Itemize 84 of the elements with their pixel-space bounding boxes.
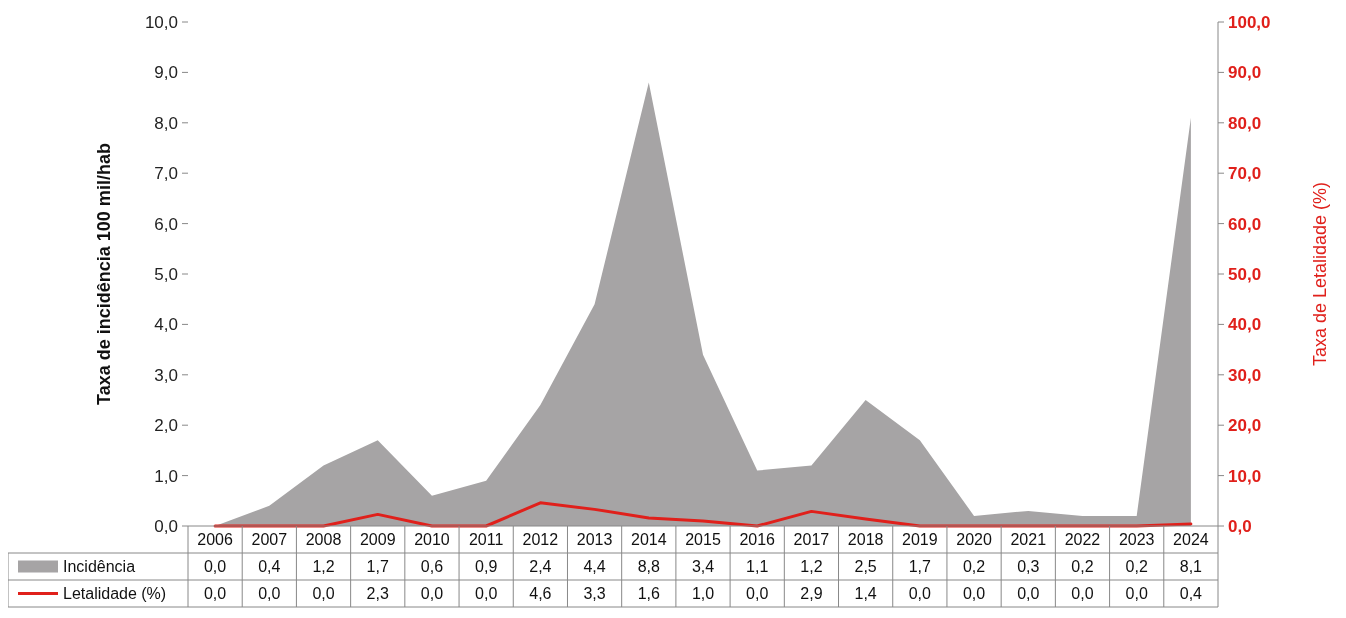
data-label: 1,7 bbox=[366, 558, 389, 576]
y-tick-label: 5,0 bbox=[154, 264, 178, 284]
x-tick-label: 2019 bbox=[902, 531, 938, 549]
y-tick-label: 0,0 bbox=[154, 516, 178, 536]
y-tick-label: 10,0 bbox=[144, 12, 178, 32]
data-label: 0,2 bbox=[1071, 558, 1094, 576]
y2-tick-label: 30,0 bbox=[1228, 365, 1262, 385]
data-label: 0,6 bbox=[420, 558, 444, 576]
y2-tick-label: 70,0 bbox=[1228, 164, 1262, 184]
data-label: 1,0 bbox=[691, 585, 715, 603]
x-tick-label: 2009 bbox=[359, 531, 396, 549]
data-label: 4,4 bbox=[583, 558, 606, 576]
x-tick-label: 2012 bbox=[522, 531, 559, 549]
data-label: 0,0 bbox=[258, 585, 281, 603]
data-label: 2,9 bbox=[800, 585, 823, 603]
y-tick-label: 3,0 bbox=[154, 365, 178, 385]
x-tick-label: 2024 bbox=[1173, 531, 1209, 549]
y2-tick-label: 50,0 bbox=[1228, 264, 1262, 284]
x-tick-label: 2010 bbox=[414, 531, 450, 549]
data-label: 1,2 bbox=[800, 558, 823, 576]
y2-tick-label: 80,0 bbox=[1228, 113, 1262, 133]
y2-tick-label: 60,0 bbox=[1228, 214, 1262, 234]
x-tick-label: 2014 bbox=[630, 531, 667, 549]
data-label: 0,0 bbox=[312, 585, 335, 603]
data-label: 0,9 bbox=[475, 558, 498, 576]
data-label: 8,1 bbox=[1179, 558, 1203, 576]
data-label: 2,5 bbox=[854, 558, 877, 576]
data-label: 0,0 bbox=[203, 585, 227, 603]
data-label: 0,4 bbox=[1179, 585, 1203, 603]
y2-tick-label: 20,0 bbox=[1228, 416, 1262, 436]
legend-label: Letalidade (%) bbox=[63, 585, 167, 603]
y-tick-label: 7,0 bbox=[154, 164, 178, 184]
x-tick-label: 2022 bbox=[1064, 531, 1101, 549]
y2-tick-label: 100,0 bbox=[1228, 12, 1271, 32]
data-label: 1,4 bbox=[854, 585, 877, 603]
data-label: 0,0 bbox=[1125, 585, 1148, 603]
y2-tick-label: 90,0 bbox=[1228, 63, 1262, 83]
y-tick-label: 6,0 bbox=[154, 214, 178, 234]
data-label: 0,2 bbox=[1125, 558, 1148, 576]
data-label: 4,6 bbox=[529, 585, 552, 603]
data-label: 0,3 bbox=[1017, 558, 1040, 576]
x-tick-label: 2020 bbox=[956, 531, 992, 549]
y2-tick-label: 40,0 bbox=[1228, 315, 1262, 335]
data-label: 2,4 bbox=[529, 558, 552, 576]
data-label: 8,8 bbox=[637, 558, 661, 576]
data-label: 1,6 bbox=[637, 585, 661, 603]
x-tick-label: 2016 bbox=[739, 531, 776, 549]
x-tick-label: 2007 bbox=[251, 531, 288, 549]
data-label: 0,2 bbox=[962, 558, 986, 576]
data-label: 0,0 bbox=[908, 585, 932, 603]
y-tick-label: 2,0 bbox=[154, 416, 178, 436]
y-tick-label: 9,0 bbox=[154, 63, 178, 83]
y-tick-label: 1,0 bbox=[154, 466, 178, 486]
data-label: 1,1 bbox=[746, 558, 769, 576]
data-label: 0,4 bbox=[258, 558, 281, 576]
legend-label: Incidência bbox=[63, 558, 136, 576]
data-label: 0,0 bbox=[1071, 585, 1094, 603]
line-series bbox=[213, 501, 1193, 528]
x-tick-label: 2006 bbox=[197, 531, 233, 549]
data-label: 0,0 bbox=[1017, 585, 1040, 603]
x-tick-label: 2015 bbox=[685, 531, 721, 549]
data-label: 0,0 bbox=[746, 585, 769, 603]
y-axis-title: Taxa de incidência 100 mil/hab bbox=[94, 143, 114, 405]
x-tick-label: 2021 bbox=[1010, 531, 1047, 549]
y2-axis-title: Taxa de Letalidade (%) bbox=[1310, 181, 1330, 367]
data-label: 0,0 bbox=[203, 558, 227, 576]
x-tick-label: 2008 bbox=[305, 531, 342, 549]
data-label: 0,0 bbox=[962, 585, 986, 603]
y2-tick-label: 10,0 bbox=[1228, 466, 1262, 486]
data-label: 1,7 bbox=[908, 558, 932, 576]
data-label: 0,0 bbox=[475, 585, 498, 603]
data-label: 2,3 bbox=[366, 585, 389, 603]
x-tick-label: 2023 bbox=[1118, 531, 1155, 549]
x-tick-label: 2018 bbox=[847, 531, 884, 549]
data-label: 3,4 bbox=[691, 558, 715, 576]
x-tick-label: 2013 bbox=[576, 531, 613, 549]
x-tick-label: 2017 bbox=[793, 531, 830, 549]
y-tick-label: 8,0 bbox=[154, 113, 178, 133]
y2-tick-label: 0,0 bbox=[1228, 516, 1252, 536]
x-tick-label: 2011 bbox=[468, 531, 504, 549]
data-label: 3,3 bbox=[583, 585, 606, 603]
y-tick-label: 4,0 bbox=[154, 315, 178, 335]
data-label: 0,0 bbox=[420, 585, 444, 603]
data-label: 1,2 bbox=[312, 558, 335, 576]
